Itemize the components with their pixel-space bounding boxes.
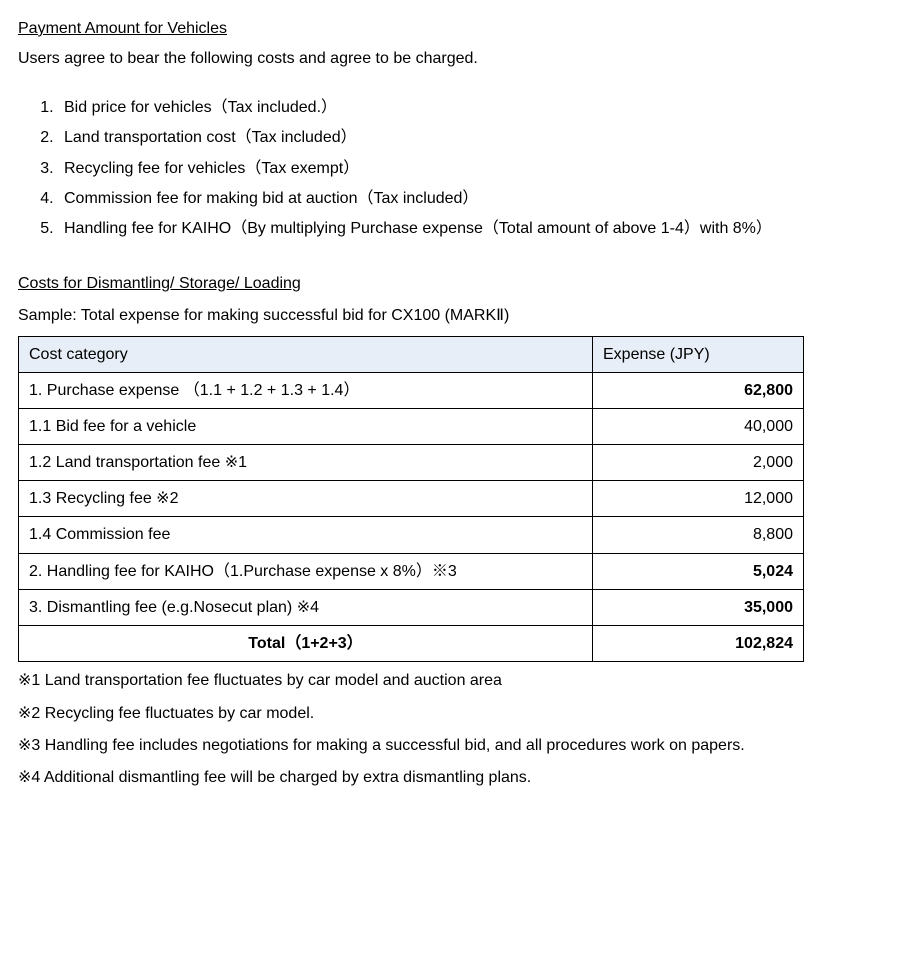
sample-text: Sample: Total expense for making success… xyxy=(18,301,904,331)
table-header-category: Cost category xyxy=(19,336,593,372)
expense-table: Cost category Expense (JPY) 1. Purchase … xyxy=(18,336,804,663)
cost-list: Bid price for vehicles（Tax included.） La… xyxy=(18,93,904,245)
row-value: 35,000 xyxy=(593,589,804,625)
list-item: Commission fee for making bid at auction… xyxy=(58,184,904,214)
row-value: 40,000 xyxy=(593,408,804,444)
section-title-payment: Payment Amount for Vehicles xyxy=(18,14,904,44)
row-label: 1.2 Land transportation fee ※1 xyxy=(19,445,593,481)
row-value: 5,024 xyxy=(593,553,804,589)
table-row: 1.3 Recycling fee ※2 12,000 xyxy=(19,481,804,517)
table-row: 2. Handling fee for KAIHO（1.Purchase exp… xyxy=(19,553,804,589)
table-body: 1. Purchase expense （1.1 + 1.2 + 1.3 + 1… xyxy=(19,372,804,662)
row-label: 1.1 Bid fee for a vehicle xyxy=(19,408,593,444)
row-value: 8,800 xyxy=(593,517,804,553)
list-item: Land transportation cost（Tax included） xyxy=(58,123,904,153)
row-label: 1.3 Recycling fee ※2 xyxy=(19,481,593,517)
row-label: 2. Handling fee for KAIHO（1.Purchase exp… xyxy=(19,553,593,589)
footnote: ※3 Handling fee includes negotiations fo… xyxy=(18,731,904,761)
footnote: ※1 Land transportation fee fluctuates by… xyxy=(18,666,904,696)
section-title-dismantling: Costs for Dismantling/ Storage/ Loading xyxy=(18,269,904,299)
table-row: 1. Purchase expense （1.1 + 1.2 + 1.3 + 1… xyxy=(19,372,804,408)
table-total-row: Total（1+2+3） 102,824 xyxy=(19,626,804,662)
row-label: 3. Dismantling fee (e.g.Nosecut plan) ※4 xyxy=(19,589,593,625)
list-item: Handling fee for KAIHO（By multiplying Pu… xyxy=(58,214,904,244)
table-row: 1.4 Commission fee 8,800 xyxy=(19,517,804,553)
table-row: 1.1 Bid fee for a vehicle 40,000 xyxy=(19,408,804,444)
table-header-expense: Expense (JPY) xyxy=(593,336,804,372)
row-value: 62,800 xyxy=(593,372,804,408)
row-label: 1.4 Commission fee xyxy=(19,517,593,553)
list-item: Recycling fee for vehicles（Tax exempt） xyxy=(58,154,904,184)
list-item: Bid price for vehicles（Tax included.） xyxy=(58,93,904,123)
total-value: 102,824 xyxy=(593,626,804,662)
intro-text: Users agree to bear the following costs … xyxy=(18,44,904,74)
total-label: Total（1+2+3） xyxy=(19,626,593,662)
footnote: ※4 Additional dismantling fee will be ch… xyxy=(18,763,904,793)
row-value: 12,000 xyxy=(593,481,804,517)
table-row: 3. Dismantling fee (e.g.Nosecut plan) ※4… xyxy=(19,589,804,625)
footnotes: ※1 Land transportation fee fluctuates by… xyxy=(18,666,904,794)
footnote: ※2 Recycling fee fluctuates by car model… xyxy=(18,699,904,729)
table-row: 1.2 Land transportation fee ※1 2,000 xyxy=(19,445,804,481)
row-value: 2,000 xyxy=(593,445,804,481)
row-label: 1. Purchase expense （1.1 + 1.2 + 1.3 + 1… xyxy=(19,372,593,408)
